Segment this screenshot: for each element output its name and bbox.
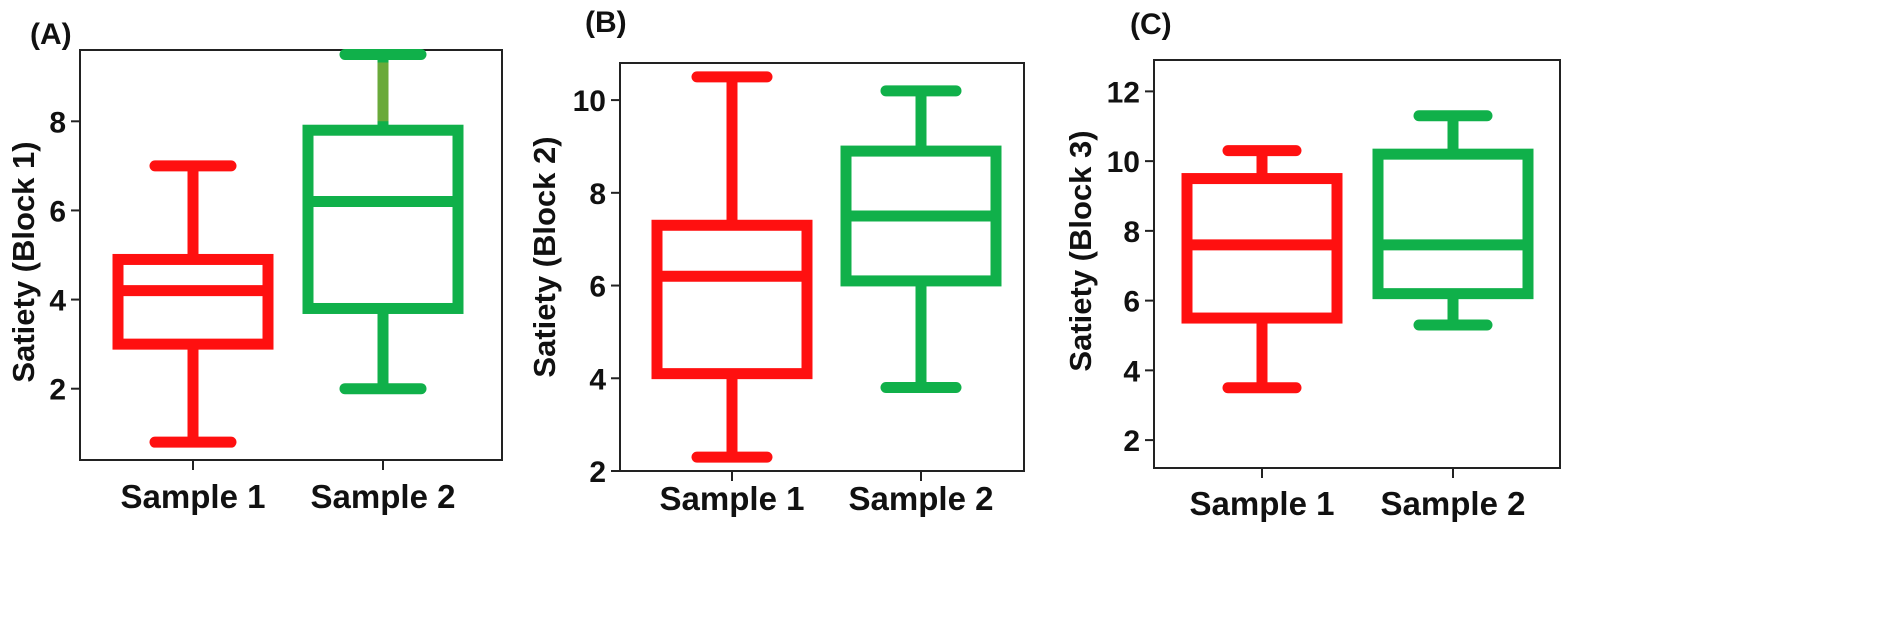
plot-frame <box>79 49 503 461</box>
panel-label: (A) <box>30 18 72 51</box>
y-tick-label: 4 <box>589 363 606 396</box>
x-tick-label: Sample 1 <box>1190 485 1335 522</box>
y-tick-label: 6 <box>49 195 66 228</box>
box-sample-2 <box>302 48 464 395</box>
y-tick-label: 8 <box>1123 216 1140 249</box>
iqr-box <box>651 219 813 380</box>
iqr-box <box>112 253 274 350</box>
y-tick-label: 4 <box>49 285 66 318</box>
y-axis-label: Satiety (Block 3) <box>1063 130 1098 371</box>
chart-panel-c: (C) Satiety (Block 3) 2 4 6 8 10 12 Sample 1 Samp… <box>1063 8 1561 522</box>
chart-panel-a: (A) Satiety (Block 1)2 4 6 8 Sample 1 Sample 2 <box>6 18 503 515</box>
box-sample-2 <box>1372 110 1534 331</box>
plot-frame <box>1153 59 1561 469</box>
box-sample-2 <box>840 85 1002 394</box>
y-tick-label: 10 <box>573 85 606 118</box>
x-tick-label: Sample 1 <box>660 480 805 517</box>
panel-label: (C) <box>1130 8 1172 41</box>
iqr-box <box>1372 148 1534 300</box>
box-sample-1 <box>1181 145 1343 394</box>
y-tick-label: 2 <box>1123 425 1140 458</box>
y-tick-label: 2 <box>589 456 606 489</box>
y-tick-label: 8 <box>589 178 606 211</box>
y-tick-label: 6 <box>589 271 606 304</box>
x-tick-label: Sample 2 <box>849 480 994 517</box>
plot-frame <box>619 62 1025 472</box>
y-tick-label: 2 <box>49 374 66 407</box>
y-tick-label: 10 <box>1107 146 1140 179</box>
panel-label: (B) <box>585 6 627 39</box>
y-tick-label: 8 <box>49 106 66 139</box>
x-tick-label: Sample 1 <box>121 478 266 515</box>
y-axis-label: Satiety (Block 2) <box>527 136 562 377</box>
x-tick-label: Sample 2 <box>311 478 456 515</box>
iqr-box <box>302 124 464 314</box>
y-tick-label: 4 <box>1123 355 1140 388</box>
y-tick-label: 12 <box>1107 76 1140 109</box>
y-axis-label: Satiety (Block 1) <box>6 141 41 382</box>
box-sample-1 <box>112 160 274 448</box>
box-sample-1 <box>651 71 813 463</box>
chart-panel-b: (B) Satiety (Block 2) 2 4 6 8 10 Sample 1 Sample… <box>527 6 1025 517</box>
x-tick-label: Sample 2 <box>1381 485 1526 522</box>
y-tick-label: 6 <box>1123 286 1140 319</box>
